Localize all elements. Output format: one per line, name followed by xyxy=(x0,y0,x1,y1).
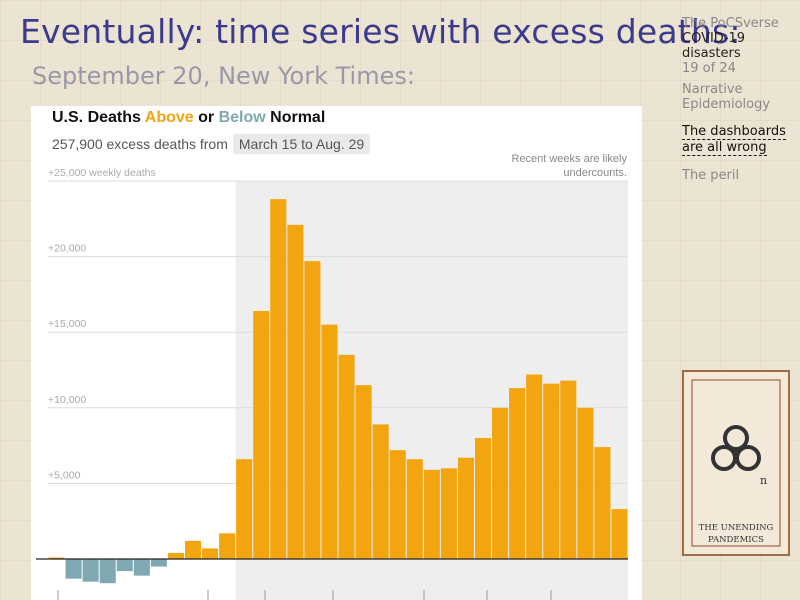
chart-panel: U.S. Deaths Above or Below Normal 257,90… xyxy=(31,106,642,600)
bar xyxy=(167,552,184,559)
bar xyxy=(355,385,372,559)
bar xyxy=(321,324,338,559)
bar xyxy=(287,224,304,559)
bar xyxy=(202,548,219,559)
chart-title: U.S. Deaths Above or Below Normal xyxy=(52,109,326,126)
sidebar-item-label: The peril xyxy=(682,168,740,183)
sidebar-item-label: Epidemiology xyxy=(682,97,771,112)
bar xyxy=(474,438,492,559)
bar xyxy=(150,559,167,567)
slide-title: Eventually: time series with excess deat… xyxy=(20,12,741,51)
bar xyxy=(99,559,116,584)
sidebar-item-peril[interactable]: The peril xyxy=(682,168,794,183)
biohazard-icon: n THE UNENDING PANDEMICS xyxy=(691,379,781,547)
bar xyxy=(219,533,236,559)
bar xyxy=(304,261,321,559)
bar xyxy=(492,407,509,559)
y-axis-label: +25,000 weekly deaths xyxy=(48,167,156,179)
y-tick-label: +20,000 xyxy=(48,243,86,255)
excess-deaths-chart: +25,000 weekly deaths +20,000 +15,000 +10,0… xyxy=(36,153,628,600)
bar xyxy=(611,509,628,559)
y-tick-label: +10,000 xyxy=(48,394,86,406)
bar xyxy=(253,311,270,559)
bar xyxy=(457,457,474,559)
card-caption-1: THE UNENDING xyxy=(699,523,774,533)
topic-line-2[interactable]: disasters xyxy=(682,46,741,61)
bar xyxy=(509,388,526,559)
slide-subtitle: September 20, New York Times: xyxy=(32,62,415,90)
bar xyxy=(543,383,560,559)
bar xyxy=(65,559,82,579)
card-superscript: n xyxy=(760,474,767,487)
sidebar-item-narrative[interactable]: Narrative Epidemiology xyxy=(682,82,794,112)
course-name[interactable]: The PoCSverse xyxy=(682,16,779,31)
date-range-pill[interactable]: March 15 to Aug. 29 xyxy=(232,134,371,154)
pandemics-card: n THE UNENDING PANDEMICS xyxy=(682,370,790,556)
y-tick-label: +15,000 xyxy=(48,318,86,330)
bar xyxy=(526,374,543,559)
bar xyxy=(236,459,253,559)
bar xyxy=(406,459,423,559)
sidebar-item-label: are all wrong xyxy=(682,140,767,156)
bar xyxy=(577,407,594,559)
bar xyxy=(560,380,577,559)
sidebar-item-label: Narrative xyxy=(682,82,743,97)
bar xyxy=(440,468,457,559)
bar xyxy=(338,354,355,559)
chart-subtitle: 257,900 excess deaths from March 15 to A… xyxy=(52,134,371,154)
sidebar-item-label: The dashboards xyxy=(682,124,786,140)
topic-line-1[interactable]: COVID-19 xyxy=(682,31,746,46)
slide-sidebar: The PoCSverse COVID-19 disasters 19 of 2… xyxy=(682,16,794,183)
bar xyxy=(389,450,406,559)
bar xyxy=(423,469,440,559)
bar xyxy=(594,447,611,559)
bar xyxy=(133,559,150,576)
page-counter: 19 of 24 xyxy=(682,61,736,76)
y-tick-label: +5,000 xyxy=(48,469,81,481)
bar xyxy=(48,557,65,559)
card-caption-2: PANDEMICS xyxy=(708,535,764,545)
chart-note: Recent weeks are likely xyxy=(511,153,627,165)
bar xyxy=(116,559,133,572)
bar xyxy=(184,540,202,559)
bar xyxy=(372,424,389,559)
bar xyxy=(82,559,99,582)
sidebar-item-dashboards[interactable]: The dashboards are all wrong xyxy=(682,124,786,156)
chart-note: undercounts. xyxy=(563,167,627,179)
bar xyxy=(270,199,287,560)
